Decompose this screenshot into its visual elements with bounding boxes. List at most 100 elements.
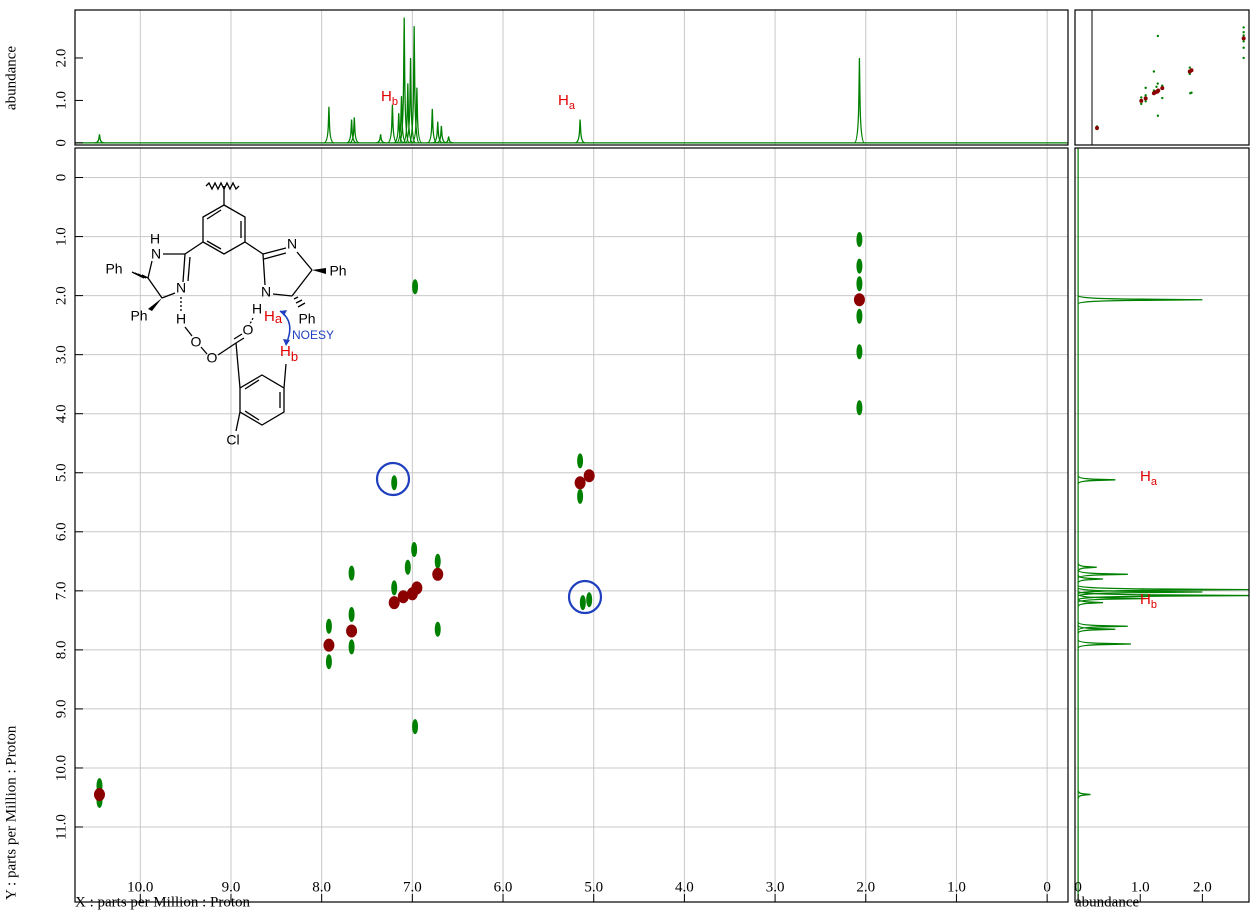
x-tick-label: 2.0 (1193, 879, 1212, 895)
bond (272, 293, 293, 297)
bond (206, 240, 222, 250)
cross-peak (412, 279, 419, 295)
annotation: Hb (1140, 591, 1157, 611)
inset-peak (1140, 102, 1143, 106)
atom-label: N (151, 246, 161, 262)
inset-peak (1144, 86, 1147, 90)
cross-peak (411, 581, 423, 595)
atom-label: Ph (298, 311, 315, 327)
spectrum-peak (574, 119, 586, 144)
hashed-bond (131, 271, 149, 279)
top-axis-title: abundance (3, 46, 19, 110)
mark-layer (75, 17, 1250, 902)
annotation: Ha (1140, 468, 1158, 488)
inset-peak (1242, 40, 1245, 43)
spectrum-peak (1077, 475, 1116, 485)
grid-layer (75, 10, 1249, 902)
inset-peak (1144, 100, 1147, 103)
cross-peak (577, 488, 584, 504)
cross-peak (397, 590, 409, 604)
y-tick-label: 8.0 (53, 641, 69, 660)
cross-peak (574, 476, 586, 490)
cross-peak (577, 453, 584, 469)
atom-label: N (176, 280, 186, 296)
structure: H N Ph Ph N H O O O N Ph N Ph H Ha NOESY… (105, 181, 347, 448)
inset-peak (1156, 34, 1160, 38)
atom-label: Ph (130, 308, 147, 324)
x-tick-label: 0 (1043, 879, 1051, 895)
inset-peak (1189, 68, 1194, 73)
inset-frame (1074, 9, 1250, 146)
wedge-bond (312, 268, 326, 274)
inset-peak (1156, 82, 1159, 85)
side-frame (1074, 147, 1250, 903)
annotation: Hb (381, 88, 398, 108)
annotation: Ha (558, 92, 576, 112)
ha-label: Ha (264, 308, 283, 326)
cross-peak (856, 258, 863, 274)
cross-peak (856, 400, 863, 416)
hashed-bond (293, 296, 306, 308)
bond (235, 342, 241, 389)
bond (217, 342, 237, 356)
x-tick-label: 4.0 (675, 879, 694, 895)
annotation-text: H (1140, 591, 1151, 608)
y-tick-label: 7.0 (53, 581, 69, 600)
bond (244, 241, 264, 255)
spectrum-peak (393, 113, 404, 144)
hb-label: Hb (280, 343, 298, 364)
cross-peak (853, 293, 865, 307)
spectrum-peak (396, 96, 407, 144)
cross-peak (434, 553, 441, 569)
x-axis-title: X : parts per Million : Proton (75, 894, 250, 910)
top-frame (74, 9, 1069, 146)
bond (233, 333, 243, 340)
wedge-bond (148, 298, 162, 311)
h-bond (248, 317, 254, 327)
inset-peak (1190, 91, 1193, 94)
y-tick-label: 5.0 (53, 463, 69, 482)
atom-label: N (261, 284, 271, 300)
cross-peak (411, 542, 418, 558)
y-tick-label: 4.0 (53, 404, 69, 423)
spectrum-peak (375, 134, 386, 144)
bond (184, 326, 193, 337)
y-tick-label: 6.0 (53, 522, 69, 541)
spectrum-peak (854, 57, 865, 144)
cross-peak (856, 232, 863, 248)
cross-peak (579, 595, 586, 611)
y-tick-label: 1.0 (53, 91, 69, 110)
y-tick-label: 3.0 (53, 345, 69, 364)
atom-label: Cl (226, 432, 239, 448)
atom-label: Ph (329, 263, 346, 279)
x-tick-label: 1.0 (1131, 879, 1150, 895)
inset-peak (1156, 114, 1160, 117)
bond (235, 411, 241, 432)
bond (244, 410, 260, 421)
x-tick-label: 2.0 (856, 879, 875, 895)
spectrum-peak (411, 87, 423, 144)
atom-label: H (176, 311, 186, 327)
atom-label: N (287, 236, 297, 252)
cross-peak (325, 618, 332, 634)
side-axis-title: abundance (1075, 894, 1139, 910)
spectrum-peak (398, 17, 410, 144)
x-tick-label: 8.0 (312, 879, 331, 895)
x-tick-label: 0 (1074, 879, 1082, 895)
y-tick-label: 0 (53, 139, 69, 147)
x-tick-label: 7.0 (403, 879, 422, 895)
y-tick-label: 2.0 (53, 49, 69, 68)
annotation-subscript: b (1151, 599, 1157, 611)
ring (239, 374, 285, 426)
annotation-text: H (381, 88, 392, 105)
cross-peak (348, 565, 355, 581)
spectrum-peak (427, 108, 438, 144)
inset-peak (1188, 66, 1191, 69)
cross-peak (348, 606, 355, 622)
cross-peak (856, 344, 863, 360)
inset-peak (1160, 86, 1165, 91)
spectrum-peak (1077, 598, 1103, 607)
bond (147, 260, 153, 279)
x-tick-label: 1.0 (947, 879, 966, 895)
